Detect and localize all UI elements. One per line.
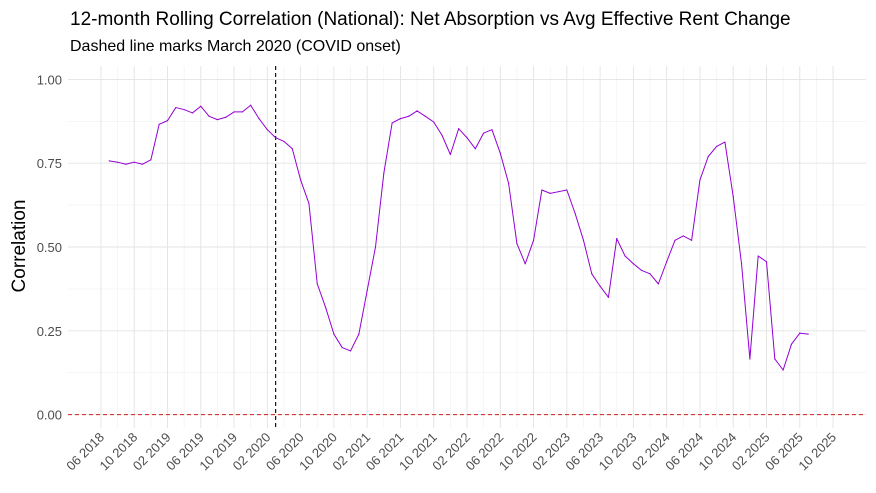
data-point xyxy=(799,332,801,334)
data-point xyxy=(275,137,277,139)
data-point xyxy=(125,163,127,165)
data-point xyxy=(666,261,668,263)
data-point xyxy=(616,238,618,240)
chart-title: 12-month Rolling Correlation (National):… xyxy=(70,9,791,30)
data-point xyxy=(491,129,493,131)
data-point xyxy=(582,239,585,241)
data-point xyxy=(549,192,551,194)
data-point xyxy=(183,108,185,111)
data-point xyxy=(715,145,718,148)
data-point xyxy=(574,212,576,215)
data-point xyxy=(624,255,626,257)
data-point xyxy=(774,358,776,360)
data-point xyxy=(366,289,368,292)
data-point xyxy=(241,111,243,113)
data-point xyxy=(258,118,260,120)
data-point xyxy=(399,118,402,120)
data-point xyxy=(341,346,343,349)
y-tick-label: 0.25 xyxy=(37,324,62,339)
data-point xyxy=(158,123,160,125)
data-point xyxy=(416,110,418,112)
y-tick-label: 0.75 xyxy=(37,156,62,171)
data-point xyxy=(441,134,443,136)
data-point xyxy=(591,273,593,275)
series-line xyxy=(109,104,809,371)
data-point xyxy=(458,128,460,130)
data-point xyxy=(391,122,393,124)
data-point xyxy=(474,148,476,150)
data-point xyxy=(308,202,310,205)
data-point xyxy=(508,182,510,184)
data-point xyxy=(524,263,526,265)
data-point xyxy=(707,155,709,158)
data-point xyxy=(532,239,535,241)
data-point xyxy=(790,343,793,345)
data-point xyxy=(807,333,809,335)
data-point xyxy=(358,333,360,335)
data-point xyxy=(233,111,235,113)
data-point xyxy=(483,132,485,134)
data-point xyxy=(782,369,784,371)
data-point xyxy=(150,159,152,161)
data-point xyxy=(108,160,110,162)
data-point xyxy=(499,152,501,154)
data-point xyxy=(225,116,227,118)
data-point xyxy=(607,296,610,298)
data-point xyxy=(383,172,385,174)
data-point xyxy=(116,161,119,163)
data-point xyxy=(200,105,202,107)
data-point xyxy=(516,243,518,245)
data-point xyxy=(749,358,751,360)
data-point xyxy=(333,333,335,335)
data-point xyxy=(466,137,468,139)
chart-subtitle: Dashed line marks March 2020 (COVID onse… xyxy=(70,38,401,55)
data-point xyxy=(732,196,734,198)
data-point xyxy=(316,283,318,285)
data-point xyxy=(566,189,568,191)
x-tick-label: 10 2025 xyxy=(795,430,839,474)
data-point xyxy=(324,306,327,308)
y-tick-label: 0.00 xyxy=(37,408,62,423)
data-point xyxy=(208,115,210,117)
data-point xyxy=(266,129,268,131)
data-point xyxy=(349,350,352,352)
data-point xyxy=(250,104,252,106)
data-point xyxy=(674,239,676,241)
data-point xyxy=(141,163,144,165)
data-point xyxy=(166,120,169,122)
data-point xyxy=(699,179,701,181)
data-point xyxy=(682,235,684,237)
data-point xyxy=(216,119,219,121)
data-point xyxy=(641,269,643,272)
data-point xyxy=(691,239,693,241)
data-point xyxy=(433,121,435,123)
data-point xyxy=(632,263,634,265)
y-tick-label: 1.00 xyxy=(37,72,62,87)
y-tick-label: 0.50 xyxy=(37,240,62,255)
data-point xyxy=(541,189,543,191)
data-point xyxy=(557,191,560,193)
data-point xyxy=(724,141,726,143)
data-point xyxy=(291,148,293,150)
data-point xyxy=(133,161,135,163)
data-point xyxy=(757,255,759,257)
y-axis-label: Correlation xyxy=(9,200,30,293)
data-point xyxy=(599,285,601,287)
data-point xyxy=(175,106,177,109)
data-point xyxy=(449,153,451,156)
data-point xyxy=(649,273,651,275)
data-point xyxy=(408,115,410,117)
data-point xyxy=(740,263,743,265)
data-point xyxy=(191,112,194,114)
data-point xyxy=(765,261,768,263)
data-point xyxy=(300,179,302,181)
data-point xyxy=(657,283,659,285)
data-point xyxy=(283,140,285,143)
data-point xyxy=(424,115,426,117)
data-point xyxy=(374,246,377,248)
